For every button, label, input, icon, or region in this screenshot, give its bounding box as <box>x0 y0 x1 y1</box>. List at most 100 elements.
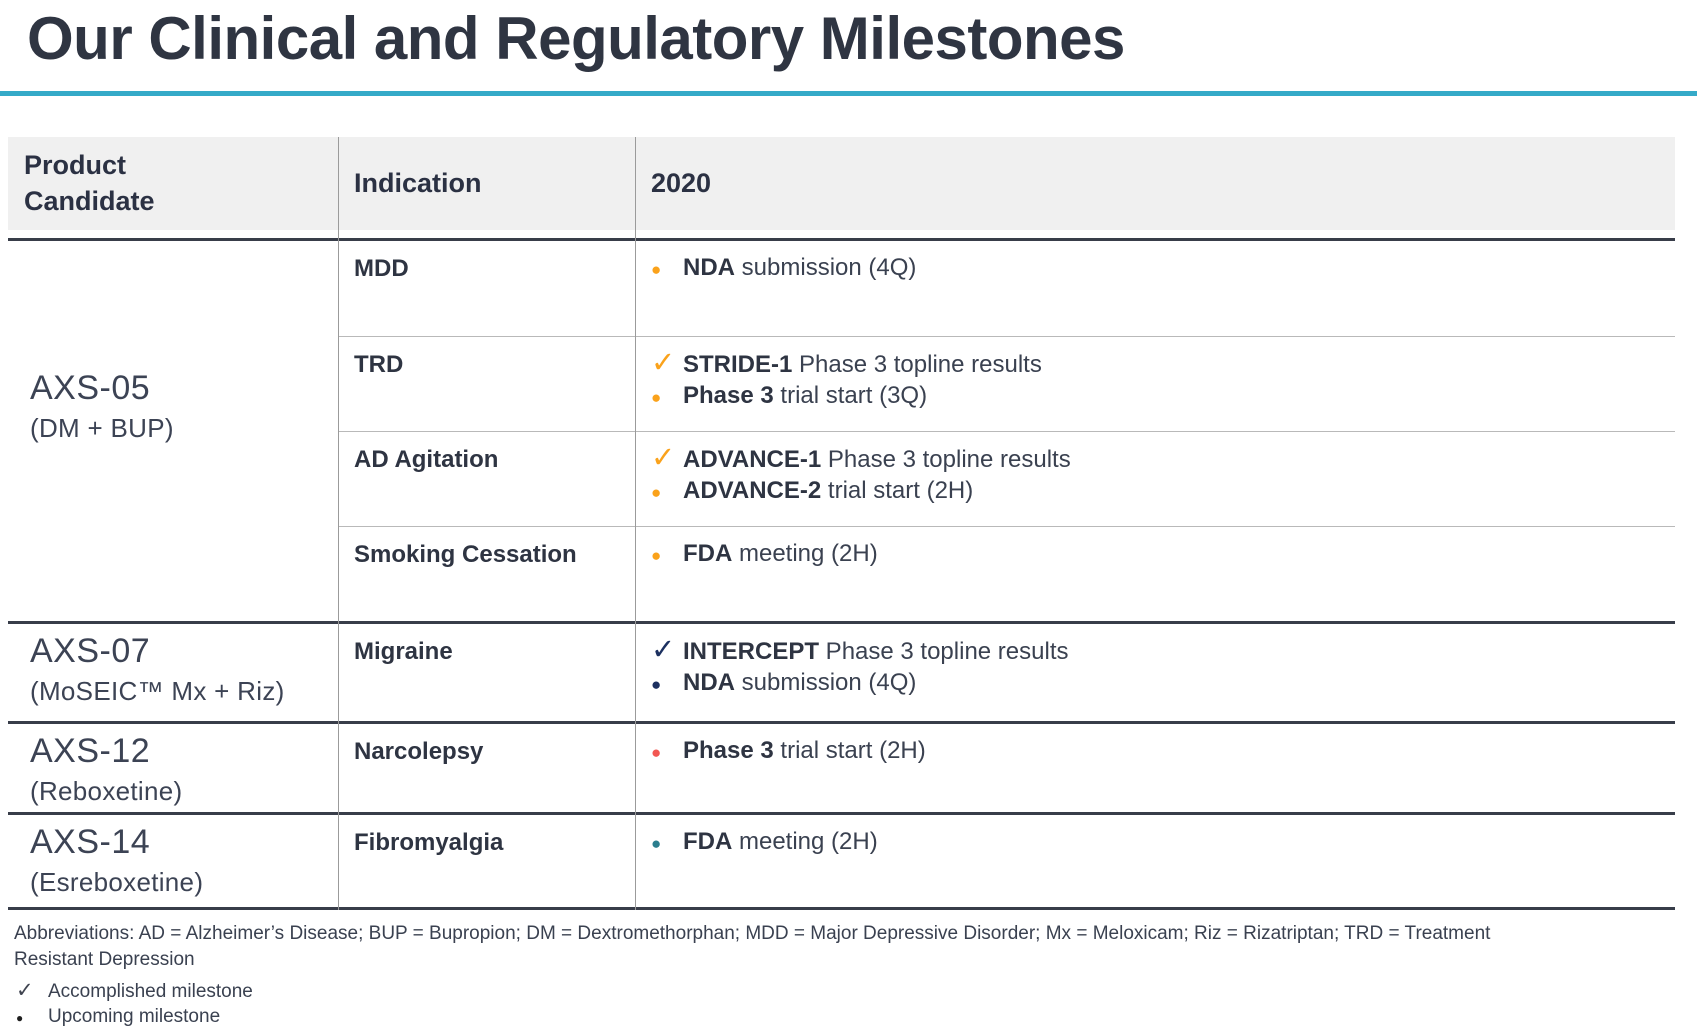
legend: ✓ Accomplished milestone ● Upcoming mile… <box>14 978 1494 1031</box>
milestone-text: FDA meeting (2H) <box>683 538 878 569</box>
milestone-text: FDA meeting (2H) <box>683 826 878 857</box>
product-subtitle: (DM + BUP) <box>30 412 174 443</box>
bullet-icon: ● <box>16 1011 24 1025</box>
check-icon: ✓ <box>16 979 34 1002</box>
product-cell: AXS-12 (Reboxetine) <box>8 724 338 812</box>
milestone-bold: Phase 3 <box>683 737 774 764</box>
legend-label: Accomplished milestone <box>48 981 253 1002</box>
milestone-bold: NDA <box>683 254 735 281</box>
milestones-cell: ● FDA meeting (2H) <box>635 527 1675 621</box>
bullet-icon: ● <box>651 483 662 502</box>
milestone-rest: trial start (2H) <box>821 477 974 504</box>
milestone-item: ✓ STRIDE-1 Phase 3 topline results <box>651 348 1675 380</box>
table-group-axs14: AXS-14 (Esreboxetine) Fibromyalgia ● FDA… <box>8 812 1675 907</box>
table-row: Narcolepsy ● Phase 3 trial start (2H) <box>338 724 1675 812</box>
milestone-text: NDA submission (4Q) <box>683 252 916 283</box>
product-subtitle: (Esreboxetine) <box>30 867 204 897</box>
indication-rows: Fibromyalgia ● FDA meeting (2H) <box>338 815 1675 907</box>
bullet-icon: ● <box>651 743 662 762</box>
check-icon: ✓ <box>651 442 676 474</box>
indication-label: Migraine <box>354 638 453 665</box>
milestone-bold: STRIDE-1 <box>683 351 793 378</box>
column-header-year: 2020 <box>651 167 712 198</box>
milestone-rest: submission (4Q) <box>735 254 917 281</box>
accent-rule <box>0 91 1697 96</box>
table-body: AXS-05 (DM + BUP) MDD ● NDA submission (… <box>8 238 1675 910</box>
product-cell: AXS-07 (MoSEIC™ Mx + Riz) <box>8 624 338 721</box>
milestone-item: ● ADVANCE-2 trial start (2H) <box>651 475 1675 508</box>
milestone-text: NDA submission (4Q) <box>683 667 916 698</box>
milestone-rest: trial start (2H) <box>773 737 926 764</box>
milestone-bold: FDA <box>683 828 733 855</box>
milestone-item: ● NDA submission (4Q) <box>651 252 1675 285</box>
milestone-text: STRIDE-1 Phase 3 topline results <box>683 349 1042 380</box>
milestone-rest: meeting (2H) <box>732 828 878 855</box>
product-name: AXS-12 <box>30 732 151 770</box>
milestone-item: ● FDA meeting (2H) <box>651 826 1675 859</box>
milestones-table: Product Candidate Indication 2020 AXS-05… <box>8 137 1675 910</box>
indication-label: MDD <box>354 255 409 282</box>
milestone-bold: ADVANCE-2 <box>683 477 822 504</box>
milestones-cell: ● NDA submission (4Q) <box>635 241 1675 336</box>
table-row: Migraine ✓ INTERCEPT Phase 3 topline res… <box>338 624 1675 721</box>
indication-rows: MDD ● NDA submission (4Q) TRD ✓ <box>338 241 1675 621</box>
milestone-item: ✓ ADVANCE-1 Phase 3 topline results <box>651 443 1675 475</box>
bullet-icon: ● <box>651 388 662 407</box>
milestone-bold: NDA <box>683 669 735 696</box>
table-row: TRD ✓ STRIDE-1 Phase 3 topline results ●… <box>338 336 1675 431</box>
milestone-text: Phase 3 trial start (3Q) <box>683 380 927 411</box>
legend-accomplished: ✓ Accomplished milestone <box>14 978 1494 1004</box>
milestones-cell: ✓ ADVANCE-1 Phase 3 topline results ● AD… <box>635 432 1675 526</box>
bullet-icon: ● <box>651 834 662 853</box>
product-name: AXS-14 <box>30 823 151 861</box>
milestone-item: ✓ INTERCEPT Phase 3 topline results <box>651 635 1675 667</box>
product-name: AXS-05 <box>30 368 151 407</box>
indication-label: Fibromyalgia <box>354 829 504 856</box>
indication-label: Narcolepsy <box>354 738 484 765</box>
indication-label: Smoking Cessation <box>354 541 577 568</box>
product-cell: AXS-14 (Esreboxetine) <box>8 815 338 907</box>
milestone-rest: Phase 3 topline results <box>819 638 1069 665</box>
milestone-text: INTERCEPT Phase 3 topline results <box>683 636 1069 667</box>
milestone-text: ADVANCE-2 trial start (2H) <box>683 475 973 506</box>
milestone-rest: meeting (2H) <box>732 540 878 567</box>
milestone-bold: Phase 3 <box>683 382 774 409</box>
column-header-indication: Indication <box>354 167 482 198</box>
column-header-product: Product Candidate <box>24 150 155 216</box>
milestone-bold: INTERCEPT <box>683 638 820 665</box>
milestone-item: ● FDA meeting (2H) <box>651 538 1675 571</box>
footnotes: Abbreviations: AD = Alzheimer’s Disease;… <box>14 921 1494 1031</box>
table-row: AD Agitation ✓ ADVANCE-1 Phase 3 topline… <box>338 431 1675 526</box>
milestone-item: ● NDA submission (4Q) <box>651 667 1675 700</box>
milestone-item: ● Phase 3 trial start (3Q) <box>651 380 1675 413</box>
check-icon: ✓ <box>651 347 676 379</box>
product-subtitle: (MoSEIC™ Mx + Riz) <box>30 676 285 706</box>
bullet-icon: ● <box>651 260 662 279</box>
table-row: Smoking Cessation ● FDA meeting (2H) <box>338 526 1675 621</box>
product-name: AXS-07 <box>30 632 151 670</box>
milestone-bold: ADVANCE-1 <box>683 446 822 473</box>
milestones-cell: ● Phase 3 trial start (2H) <box>635 724 1675 812</box>
legend-label: Upcoming milestone <box>48 1006 221 1027</box>
check-icon: ✓ <box>651 634 676 666</box>
product-subtitle: (Reboxetine) <box>30 776 183 806</box>
table-group-axs07: AXS-07 (MoSEIC™ Mx + Riz) Migraine ✓ INT… <box>8 621 1675 721</box>
milestone-bold: FDA <box>683 540 733 567</box>
milestone-rest: trial start (3Q) <box>773 382 928 409</box>
milestones-cell: ✓ INTERCEPT Phase 3 topline results ● ND… <box>635 624 1675 721</box>
milestone-rest: Phase 3 topline results <box>821 446 1071 473</box>
table-group-axs12: AXS-12 (Reboxetine) Narcolepsy ● Phase 3… <box>8 721 1675 812</box>
bullet-icon: ● <box>651 546 662 565</box>
indication-label: TRD <box>354 351 404 378</box>
abbreviations-note: Abbreviations: AD = Alzheimer’s Disease;… <box>14 923 1491 970</box>
milestones-cell: ● FDA meeting (2H) <box>635 815 1675 907</box>
product-cell: AXS-05 (DM + BUP) <box>8 216 338 596</box>
column-divider <box>635 137 636 910</box>
indication-rows: Narcolepsy ● Phase 3 trial start (2H) <box>338 724 1675 812</box>
page-title: Our Clinical and Regulatory Milestones <box>27 5 1125 72</box>
table-row: MDD ● NDA submission (4Q) <box>338 241 1675 336</box>
milestone-text: Phase 3 trial start (2H) <box>683 735 926 766</box>
column-divider <box>338 137 339 910</box>
milestone-rest: submission (4Q) <box>735 669 917 696</box>
